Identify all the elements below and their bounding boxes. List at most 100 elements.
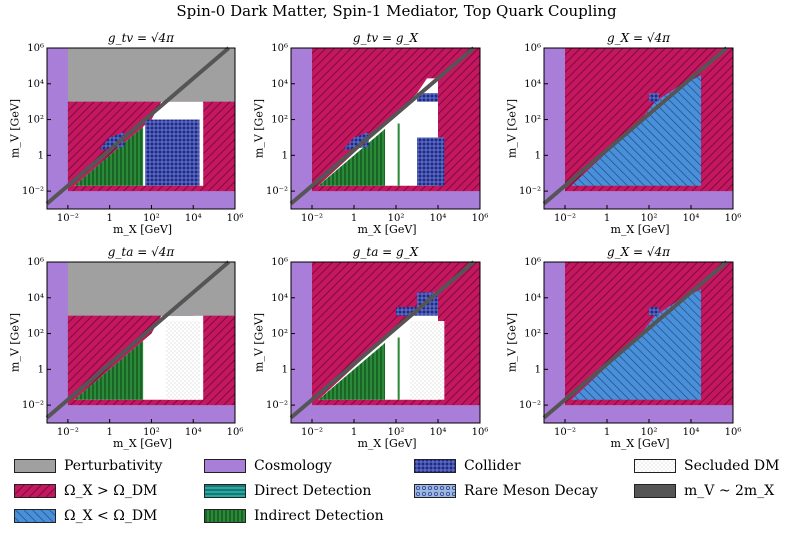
mass-relation-line <box>289 46 475 206</box>
y-tick-label: 10⁻² <box>22 400 44 411</box>
x-tick-label: 1 <box>604 213 610 224</box>
axes-frame <box>46 47 236 210</box>
y-axis-label: m_V [GeV] <box>252 98 266 158</box>
panel-title: g_ta = √4π <box>107 245 175 259</box>
x-tick-label: 1 <box>604 427 610 438</box>
cosmology-band-left <box>291 262 312 423</box>
cosmology-band-bottom <box>47 191 235 209</box>
y-tick-label: 10⁻² <box>519 186 541 197</box>
x-tick-label: 10⁶ <box>472 427 489 438</box>
x-tick-label: 10² <box>143 427 160 438</box>
panel-1: 10⁻² 10⁻² 1 1 10² 10² 10⁴ 10⁴ 10⁶ 10⁶ <box>22 43 243 224</box>
legend-swatch <box>414 459 456 473</box>
underabundant-region <box>571 75 702 186</box>
x-tick-label: 1 <box>106 213 112 224</box>
panel-title: g_X = √4π <box>606 31 671 45</box>
secluded-dm-region <box>410 321 445 400</box>
legend-label: Indirect Detection <box>254 508 384 524</box>
cosmology-band-bottom <box>291 191 480 209</box>
y-tick-label: 1 <box>38 150 44 161</box>
x-tick-label: 1 <box>351 213 357 224</box>
legend-item-collider: Collider <box>414 458 521 474</box>
y-tick-label: 10⁶ <box>27 43 44 54</box>
panel-title: g_ta = g_X <box>352 245 419 259</box>
cosmology-band-bottom <box>291 405 480 423</box>
mass-relation-line <box>45 46 231 206</box>
indirect-detection-region <box>74 340 144 400</box>
x-axis-label: m_X [GeV] <box>357 437 417 450</box>
y-tick-label: 1 <box>535 150 541 161</box>
y-tick-label: 10² <box>27 329 44 340</box>
panel-title: g_tv = √4π <box>107 31 175 45</box>
axes-frame <box>543 47 734 210</box>
indirect-detection-region <box>74 126 144 186</box>
x-tick-label: 10⁶ <box>725 213 742 224</box>
x-axis-label: m_X [GeV] <box>357 223 417 236</box>
x-tick-label: 10⁻² <box>57 427 79 438</box>
y-axis-label: m_V [GeV] <box>8 98 22 158</box>
x-tick-label: 10² <box>143 213 160 224</box>
y-tick-label: 10⁻² <box>266 400 288 411</box>
x-tick-label: 10⁻² <box>301 427 323 438</box>
cosmology-band-bottom <box>544 405 733 423</box>
axes-frame <box>290 261 481 424</box>
perturbativity-region <box>47 262 235 316</box>
mass-relation-line <box>542 260 728 420</box>
legend-swatch <box>414 484 456 498</box>
y-tick-label: 10² <box>524 115 541 126</box>
legend-label: Cosmology <box>254 458 332 474</box>
legend: Perturbativity Ω_X > Ω_DM Ω_X < Ω_DM Cos… <box>14 458 789 534</box>
legend-label: Perturbativity <box>64 458 163 474</box>
legend-item-underabundant: Ω_X < Ω_DM <box>14 508 157 524</box>
y-tick-label: 10⁻² <box>266 186 288 197</box>
indirect-detection-region <box>318 342 386 400</box>
axes-frame <box>46 261 236 424</box>
y-tick-label: 1 <box>38 364 44 375</box>
y-tick-label: 10⁶ <box>524 257 541 268</box>
x-tick-label: 10⁶ <box>227 427 244 438</box>
mass-relation-line <box>289 260 475 420</box>
secluded-dm-region <box>166 321 200 400</box>
y-tick-label: 10⁴ <box>524 79 541 90</box>
y-tick-label: 10⁴ <box>271 293 288 304</box>
legend-swatch <box>204 459 246 473</box>
x-tick-label: 10⁴ <box>185 427 202 438</box>
panel-title: g_tv = g_X <box>352 31 419 45</box>
legend-label: Ω_X < Ω_DM <box>64 508 158 524</box>
panel-5: 10⁻² 10⁻² 1 1 10² 10² 10⁴ 10⁴ 10⁶ 10⁶ <box>266 257 488 438</box>
y-tick-label: 10⁶ <box>271 43 288 54</box>
x-tick-label: 10⁻² <box>554 427 576 438</box>
legend-swatch <box>14 484 56 498</box>
x-tick-label: 1 <box>106 427 112 438</box>
y-axis-label: m_V [GeV] <box>8 312 22 372</box>
y-tick-label: 10² <box>271 329 288 340</box>
legend-item-rare-meson-decay: Rare Meson Decay <box>414 483 598 499</box>
indirect-detection-line <box>397 337 400 400</box>
legend-label: Ω_X > Ω_DM <box>64 483 158 499</box>
cosmology-band-bottom <box>47 405 235 423</box>
legend-label: Collider <box>464 458 521 474</box>
mass-relation-line <box>542 46 728 206</box>
x-axis-label: m_X [GeV] <box>113 223 173 236</box>
x-tick-label: 10⁻² <box>57 213 79 224</box>
collider-region <box>649 307 660 316</box>
collider-region <box>145 119 200 186</box>
x-tick-label: 10⁴ <box>430 427 447 438</box>
cosmology-band-left <box>544 48 565 209</box>
y-tick-label: 1 <box>282 150 288 161</box>
cosmology-band-bottom <box>544 191 733 209</box>
legend-label: Rare Meson Decay <box>464 483 598 499</box>
x-axis-label: m_X [GeV] <box>113 437 173 450</box>
y-tick-label: 10⁴ <box>27 79 44 90</box>
x-tick-label: 10⁶ <box>472 213 489 224</box>
legend-item-cosmology: Cosmology <box>204 458 332 474</box>
y-tick-label: 10⁴ <box>27 293 44 304</box>
cosmology-band-left <box>291 48 312 209</box>
legend-item-perturbativity: Perturbativity <box>14 458 162 474</box>
y-tick-label: 1 <box>535 364 541 375</box>
figure-title: Spin-0 Dark Matter, Spin-1 Mediator, Top… <box>176 2 617 20</box>
y-tick-label: 10² <box>271 115 288 126</box>
x-tick-label: 10² <box>641 213 658 224</box>
y-tick-label: 10⁶ <box>27 257 44 268</box>
legend-item-mass-line: m_V ~ 2m_X <box>634 483 774 499</box>
